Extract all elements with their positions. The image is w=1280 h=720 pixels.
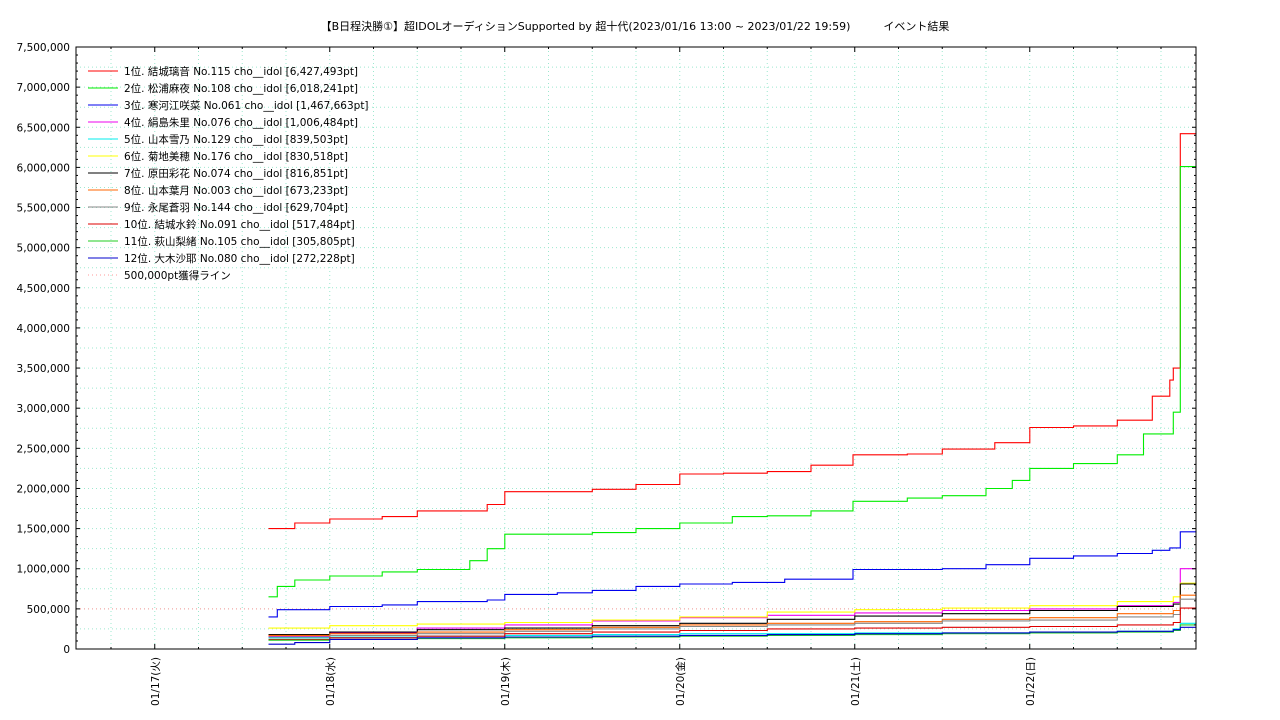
legend-entry: 10位. 結城水鈴 No.091 cho__idol [517,484pt] [124,218,355,231]
series-line-9 [268,598,1197,638]
y-tick-label: 3,500,000 [17,363,70,375]
x-tick-label: 01/20(金) [674,657,687,706]
legend-entry: 6位. 菊地美穂 No.176 cho__idol [830,518pt] [124,150,348,163]
series-line-7 [268,583,1197,636]
y-tick-label: 7,000,000 [17,82,70,94]
series-line-4 [268,568,1197,637]
series-line-1 [268,133,1197,530]
y-tick-label: 3,000,000 [17,403,70,415]
y-tick-label: 4,500,000 [17,283,70,295]
series-line-12 [268,626,1197,645]
chart-title: 【B日程決勝①】超IDOLオーディションSupported by 超十代(202… [320,20,950,33]
y-tick-label: 4,000,000 [17,323,70,335]
y-tick-label: 1,000,000 [17,564,70,576]
legend-entry: 5位. 山本雪乃 No.129 cho__idol [839,503pt] [124,133,348,146]
series-line-2 [268,165,1197,598]
legend-entry: 3位. 寒河江咲菜 No.061 cho__idol [1,467,663pt] [124,99,369,112]
y-tick-label: 5,000,000 [17,243,70,255]
y-tick-label: 0 [63,644,70,656]
legend-entry: 4位. 絹島朱里 No.076 cho__idol [1,006,484pt] [124,116,358,129]
legend-entry: 12位. 大木沙耶 No.080 cho__idol [272,228pt] [124,252,355,265]
legend-entry: 500,000pt獲得ライン [124,269,231,282]
y-tick-label: 2,500,000 [17,443,70,455]
y-tick-label: 1,500,000 [17,524,70,536]
x-tick-label: 01/22(日) [1025,657,1037,706]
y-tick-label: 2,000,000 [17,483,70,495]
legend-entry: 11位. 萩山梨緒 No.105 cho__idol [305,805pt] [124,235,355,248]
legend-entry: 8位. 山本葉月 No.003 cho__idol [673,233pt] [124,184,348,197]
x-tick-label: 01/21(土) [849,657,862,706]
legend: 1位. 結城璃音 No.115 cho__idol [6,427,493pt] 2… [88,65,369,282]
y-tick-label: 5,500,000 [17,203,70,215]
legend-entry: 1位. 結城璃音 No.115 cho__idol [6,427,493pt] [124,65,358,78]
legend-entry: 9位. 永尾蒼羽 No.144 cho__idol [629,704pt] [124,201,348,214]
series-line-6 [268,582,1197,629]
series-layer [268,133,1197,645]
x-tick-label: 01/17(火) [150,657,162,706]
axis-layer: 0 500,000 1,000,000 1,500,000 2,000,000 2,500… [17,42,1196,706]
y-tick-label: 7,500,000 [17,42,70,54]
legend-entry: 2位. 松浦麻夜 No.108 cho__idol [6,018,241pt] [124,82,358,95]
legend-entry: 7位. 原田彩花 No.074 cho__idol [816,851pt] [124,167,348,180]
series-line-10 [268,607,1197,640]
y-tick-label: 500,000 [27,604,70,616]
series-line-3 [268,531,1197,618]
x-tick-label: 01/18(水) [325,657,337,706]
y-tick-label: 6,500,000 [17,122,70,134]
y-tick-label: 6,000,000 [17,162,70,174]
x-tick-label: 01/19(木) [500,657,512,706]
